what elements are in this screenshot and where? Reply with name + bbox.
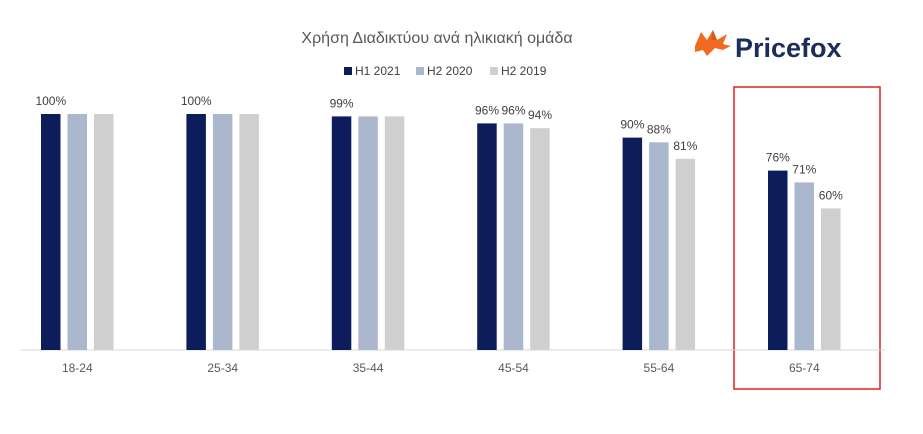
bar-h2-2019-35-44 (384, 116, 405, 351)
data-label-h2-2020-45-54: 96% (501, 103, 525, 117)
data-label-h1-2021-25-34: 100% (181, 94, 212, 108)
data-label-h1-2021-65-74: 76% (766, 151, 790, 165)
data-label-h1-2021-35-44: 99% (330, 96, 354, 110)
bar-h2-2020-55-64 (649, 142, 669, 350)
bar-h2-2019-55-64 (675, 158, 696, 350)
x-tick-45-54: 45-54 (498, 361, 529, 375)
x-tick-65-74: 65-74 (789, 361, 820, 375)
x-tick-labels: 18-24 25-34 35-44 45-54 55-64 65-74 (62, 361, 820, 375)
data-label-h1-2021-45-54: 96% (475, 103, 499, 117)
bar-h1-2021-45-54 (477, 123, 497, 351)
bar-h2-2019-45-54 (530, 128, 550, 350)
bar-h1-2021-25-34 (186, 114, 206, 350)
data-label-h2-2020-65-74: 71% (792, 162, 816, 176)
x-tick-25-34: 25-34 (207, 361, 238, 375)
bar-h2-2020-35-44 (358, 116, 378, 351)
chart-title: Χρήση Διαδικτύου ανά ηλικιακή ομάδα (301, 30, 572, 47)
legend: H1 2021 H2 2020 H2 2019 (344, 64, 547, 78)
data-label-h1-2021-18-24: 100% (35, 94, 66, 108)
legend-swatch-h1-2021 (344, 67, 352, 75)
legend-swatch-h2-2019 (490, 67, 498, 75)
bar-h1-2021-65-74 (768, 170, 788, 350)
legend-label-h2-2020: H2 2020 (427, 64, 473, 78)
bar-h1-2021-18-24 (41, 114, 61, 350)
x-tick-18-24: 18-24 (62, 361, 93, 375)
fox-icon (695, 30, 731, 56)
bar-h2-2019-25-34 (239, 114, 259, 350)
x-tick-55-64: 55-64 (644, 361, 675, 375)
legend-swatch-h2-2020 (416, 67, 424, 75)
data-label-h2-2019-55-64: 81% (673, 139, 697, 153)
data-label-h2-2019-65-74: 60% (819, 188, 843, 202)
bar-h2-2019-65-74 (821, 208, 841, 350)
pricefox-logo: Pricefox (695, 30, 842, 63)
data-label-h2-2019-45-54: 94% (528, 108, 552, 122)
bar-h1-2021-35-44 (331, 116, 352, 351)
bar-h1-2021-55-64 (622, 137, 643, 350)
highlight-rect-65-74 (733, 86, 881, 390)
bars (41, 114, 841, 351)
bar-h2-2020-25-34 (212, 114, 233, 350)
bar-h2-2019-18-24 (94, 114, 114, 350)
data-labels: 100% 100% 99% 96% 96% 94%90% 88%81%76%71%60% (35, 94, 843, 202)
legend-label-h2-2019: H2 2019 (501, 64, 547, 78)
logo-text: Pricefox (735, 33, 842, 63)
bar-h2-2020-45-54 (503, 123, 524, 351)
bar-h2-2020-18-24 (67, 114, 87, 350)
legend-label-h1-2021: H1 2021 (355, 64, 401, 78)
x-tick-35-44: 35-44 (353, 361, 384, 375)
data-label-h1-2021-55-64: 90% (620, 118, 644, 132)
highlight-box (733, 86, 881, 390)
bar-h2-2020-65-74 (794, 182, 814, 350)
data-label-h2-2020-55-64: 88% (647, 122, 671, 136)
